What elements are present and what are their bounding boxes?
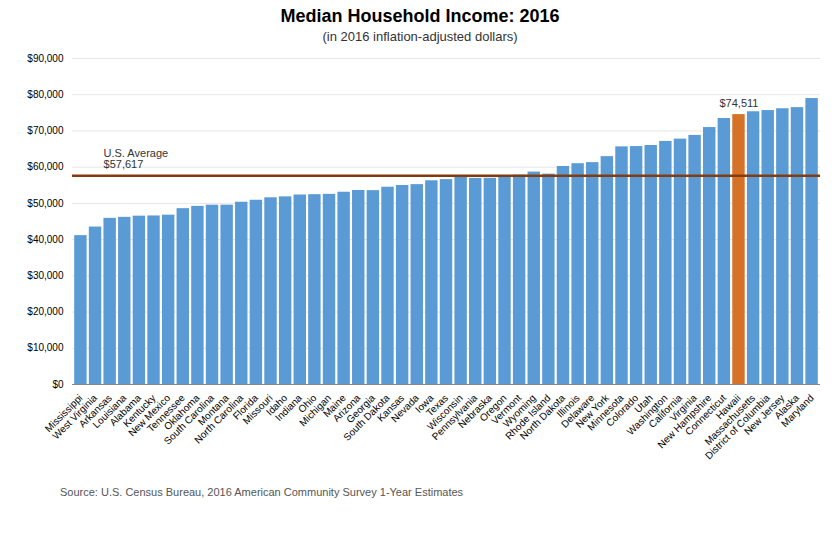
svg-text:South Carolina: South Carolina: [161, 392, 217, 447]
svg-text:Texas: Texas: [423, 392, 451, 419]
svg-text:Iowa: Iowa: [412, 392, 436, 415]
svg-text:$30,000: $30,000: [27, 270, 64, 281]
svg-text:$40,000: $40,000: [27, 234, 64, 245]
svg-text:$10,000: $10,000: [27, 342, 64, 353]
svg-text:West Virginia: West Virginia: [50, 392, 100, 442]
svg-text:Connecticut: Connecticut: [682, 392, 728, 438]
svg-text:$80,000: $80,000: [27, 89, 64, 100]
svg-text:Idaho: Idaho: [263, 392, 290, 418]
svg-text:$0: $0: [52, 379, 64, 390]
svg-text:North Dakota: North Dakota: [517, 392, 568, 442]
svg-text:$50,000: $50,000: [27, 198, 64, 209]
svg-text:Alaska: Alaska: [772, 392, 802, 422]
svg-text:Alabama: Alabama: [107, 392, 144, 428]
svg-text:Vermont: Vermont: [489, 392, 524, 427]
svg-text:Hawaii: Hawaii: [713, 392, 743, 422]
svg-text:Georgia: Georgia: [344, 392, 378, 426]
svg-text:New Jersey: New Jersey: [741, 392, 787, 437]
svg-text:Maryland: Maryland: [779, 392, 816, 429]
svg-text:U.S. Average$57,617: U.S. Average$57,617: [104, 147, 169, 170]
svg-text:Illinois: Illinois: [554, 392, 582, 420]
svg-text:Delaware: Delaware: [558, 392, 597, 430]
svg-text:Utah: Utah: [632, 392, 655, 415]
svg-text:Kentucky: Kentucky: [120, 392, 158, 430]
svg-text:$70,000: $70,000: [27, 125, 64, 136]
svg-text:Virginia: Virginia: [667, 392, 699, 424]
svg-text:Colorado: Colorado: [603, 392, 641, 429]
svg-text:Arkansas: Arkansas: [76, 392, 114, 430]
svg-text:$20,000: $20,000: [27, 306, 64, 317]
svg-text:Nebraska: Nebraska: [456, 392, 494, 431]
svg-text:$60,000: $60,000: [27, 161, 64, 172]
svg-text:Wyoming: Wyoming: [500, 392, 538, 430]
svg-text:Mississippi: Mississippi: [42, 392, 85, 435]
svg-text:Arizona: Arizona: [330, 392, 363, 424]
svg-text:Tennessee: Tennessee: [145, 392, 187, 435]
svg-text:Pennsylvania: Pennsylvania: [429, 392, 480, 443]
svg-text:Montana: Montana: [195, 392, 231, 428]
svg-text:District of Columbia: District of Columbia: [703, 392, 772, 461]
svg-text:Missouri: Missouri: [240, 392, 275, 427]
svg-text:Maine: Maine: [320, 392, 348, 420]
svg-text:Kansas: Kansas: [374, 392, 407, 424]
svg-text:Rhode Island: Rhode Island: [503, 392, 553, 442]
svg-text:Indiana: Indiana: [273, 392, 304, 424]
svg-text:$90,000: $90,000: [27, 53, 64, 64]
svg-text:Nevada: Nevada: [388, 392, 421, 425]
html-text:Source: U.S. Census Bureau, 20: Source: U.S. Census Bureau, 2016 America…: [60, 486, 464, 498]
html-text:Median Household Income: 2016: Median Household Income: 2016: [280, 6, 560, 26]
html-text:(in 2016 inflation-adjusted do: (in 2016 inflation-adjusted dollars): [322, 29, 518, 44]
svg-text:Massachusetts: Massachusetts: [702, 392, 758, 448]
svg-text:Wisconsin: Wisconsin: [424, 392, 465, 433]
svg-text:Ohio: Ohio: [295, 392, 319, 415]
svg-text:North Carolina: North Carolina: [192, 392, 246, 446]
svg-text:New Mexico: New Mexico: [126, 392, 173, 439]
svg-text:Washington: Washington: [624, 392, 670, 438]
svg-text:California: California: [646, 392, 685, 430]
svg-text:New York: New York: [573, 392, 611, 430]
svg-text:$74,511: $74,511: [719, 97, 758, 109]
svg-text:Florida: Florida: [230, 392, 261, 422]
svg-text:Louisiana: Louisiana: [90, 392, 129, 431]
svg-text:South Dakota: South Dakota: [341, 392, 392, 443]
svg-text:New Hampshire: New Hampshire: [655, 392, 714, 451]
svg-text:Oklahoma: Oklahoma: [161, 392, 202, 433]
svg-text:Oregon: Oregon: [477, 392, 509, 424]
svg-text:Minnesota: Minnesota: [585, 392, 626, 433]
svg-text:Michigan: Michigan: [297, 392, 334, 429]
